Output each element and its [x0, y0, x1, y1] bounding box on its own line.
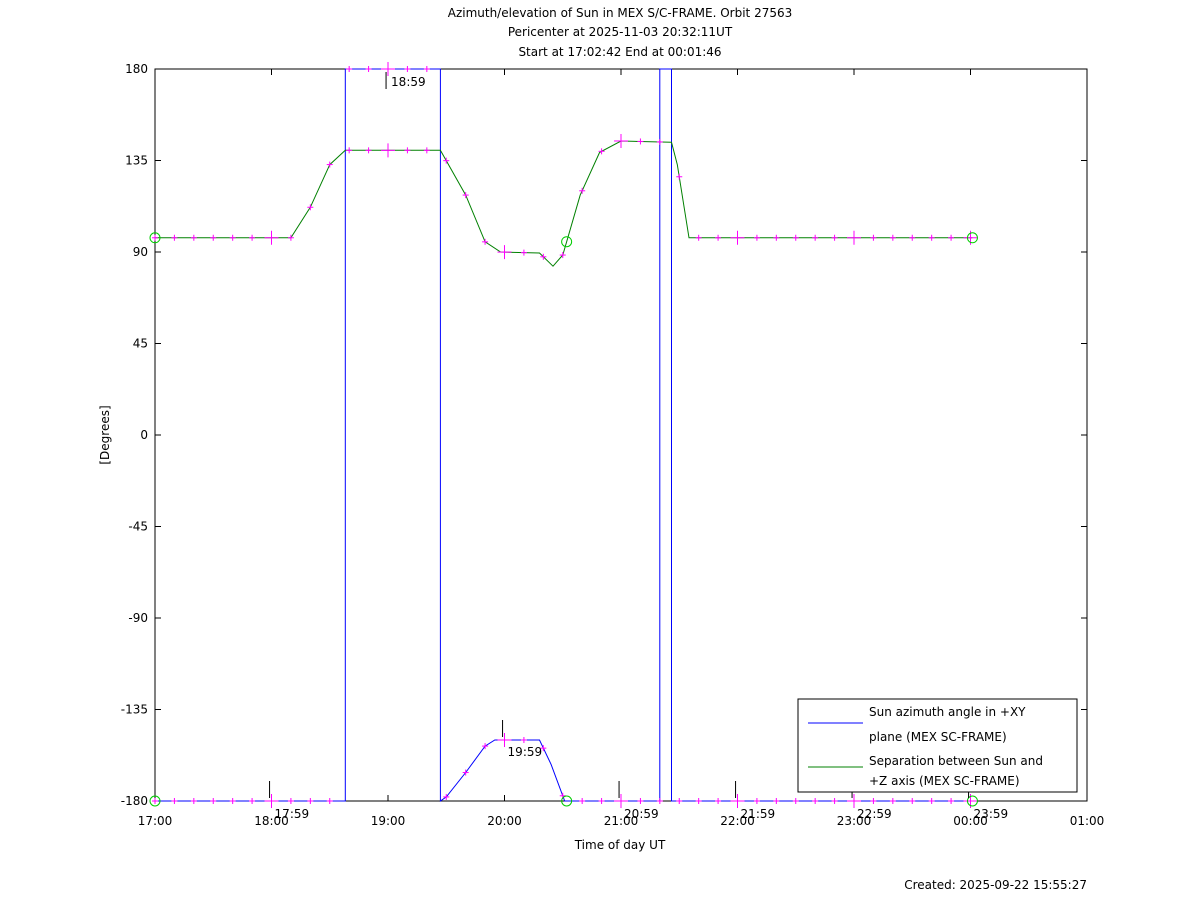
- legend-label-separation-1: Separation between Sun and: [869, 754, 1043, 768]
- chart-title-2: Pericenter at 2025-11-03 20:32:11UT: [508, 25, 733, 39]
- y-tick-label: -45: [128, 520, 148, 534]
- x-tick-label: 22:00: [720, 814, 755, 828]
- legend: Sun azimuth angle in +XY plane (MEX SC-F…: [797, 698, 1078, 793]
- annotation-label: 19:59: [508, 745, 543, 759]
- x-axis-label: Time of day UT: [574, 838, 666, 852]
- y-tick-label: 45: [133, 337, 148, 351]
- annotation-label: 17:59: [275, 807, 310, 821]
- annotation-label: 22:59: [857, 807, 892, 821]
- annotation-label: 18:59: [391, 75, 426, 89]
- circle-marker: [561, 795, 573, 807]
- x-tick-label: 23:00: [837, 814, 872, 828]
- created-timestamp: Created: 2025-09-22 15:55:27: [904, 878, 1087, 892]
- series-line-separation: [155, 140, 973, 267]
- x-tick-label: 17:00: [138, 814, 173, 828]
- legend-label-separation-2: +Z axis (MEX SC-FRAME): [869, 774, 1020, 788]
- x-tick-label: 18:00: [254, 814, 289, 828]
- chart-title-3: Start at 17:02:42 End at 00:01:46: [518, 45, 721, 59]
- circle-marker: [966, 232, 978, 244]
- y-axis-label: [Degrees]: [98, 405, 112, 464]
- circle-marker: [966, 795, 978, 807]
- y-tick-label: 135: [125, 154, 148, 168]
- y-tick-label: 0: [140, 428, 148, 442]
- annotation-label: 23:59: [974, 807, 1009, 821]
- x-tick-label: 21:00: [604, 814, 639, 828]
- circle-marker: [561, 236, 573, 248]
- annotation-label: 21:59: [741, 807, 776, 821]
- legend-label-azimuth-2: plane (MEX SC-FRAME): [869, 730, 1007, 744]
- y-tick-label: 180: [125, 62, 148, 76]
- x-tick-label: 00:00: [953, 814, 988, 828]
- x-tick-label: 20:00: [487, 814, 522, 828]
- circle-marker: [149, 795, 161, 807]
- chart-title-1: Azimuth/elevation of Sun in MEX S/C-FRAM…: [448, 6, 793, 20]
- y-tick-label: -180: [121, 794, 148, 808]
- x-tick-label: 19:00: [371, 814, 406, 828]
- y-tick-label: 90: [133, 245, 148, 259]
- circle-marker: [149, 232, 161, 244]
- y-tick-label: -135: [121, 703, 148, 717]
- x-tick-label: 01:00: [1070, 814, 1105, 828]
- y-tick-label: -90: [128, 611, 148, 625]
- annotation-label: 20:59: [624, 807, 659, 821]
- legend-label-azimuth-1: Sun azimuth angle in +XY: [869, 705, 1026, 719]
- plot-frame: [154, 68, 1088, 802]
- series-line-azimuth: [155, 68, 973, 802]
